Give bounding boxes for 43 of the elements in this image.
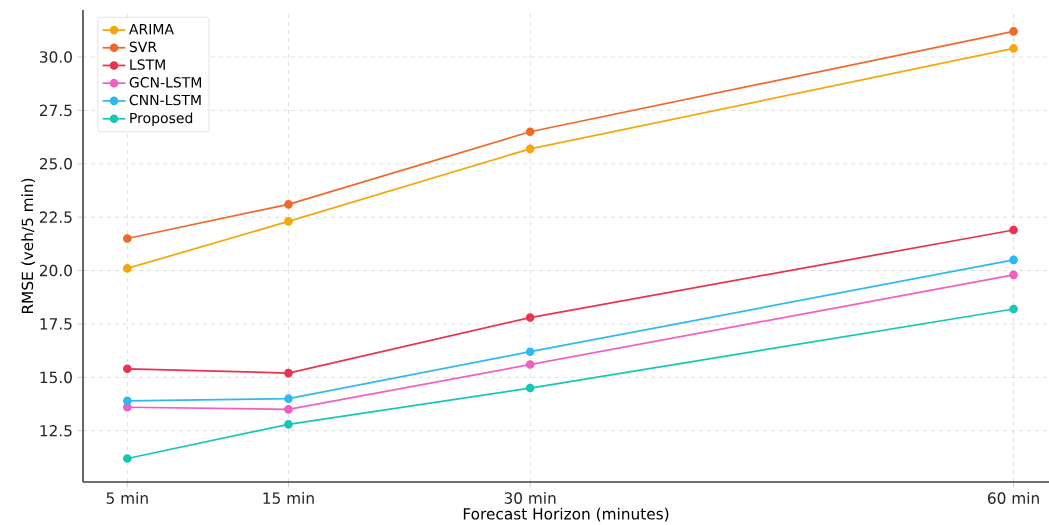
y-tick-label: 17.5	[40, 318, 72, 330]
y-tick-label: 30.0	[39, 51, 72, 63]
point	[525, 347, 535, 357]
y-tick-label: 12.5	[40, 424, 72, 437]
point	[122, 364, 132, 374]
legend-label: SVR	[129, 41, 157, 53]
point	[122, 234, 132, 243]
point	[1009, 270, 1018, 280]
legend-label: Proposed	[130, 112, 193, 126]
y-tick-label: 22.5	[39, 211, 72, 223]
y-tick-label: 27.5	[39, 104, 72, 117]
point	[284, 405, 293, 414]
point	[1009, 255, 1018, 265]
point	[284, 217, 293, 226]
x-tick-label: 5 min	[106, 492, 148, 504]
x-tick-label: 15 min	[263, 492, 314, 504]
legend-label: CNN-LSTM	[129, 94, 201, 106]
point	[525, 383, 535, 393]
y-tick-label: 15.0	[40, 371, 72, 384]
point	[284, 368, 293, 378]
point	[525, 127, 535, 137]
y-tick-label: 20.0	[39, 264, 72, 277]
point	[284, 394, 293, 404]
point	[284, 420, 293, 429]
legend-label: GCN-LSTM	[129, 77, 202, 88]
y-axis-title: RMSE (veh/5 min)	[21, 178, 35, 314]
point	[122, 454, 132, 463]
point	[284, 200, 293, 209]
x-tick-label: 60 min	[987, 492, 1039, 504]
x-tick-label: 30 min	[504, 492, 556, 504]
point	[525, 144, 535, 154]
point	[122, 396, 132, 406]
legend-label: LSTM	[130, 59, 165, 70]
point	[1009, 44, 1018, 53]
point	[1009, 225, 1018, 235]
y-tick-label: 25.0	[39, 157, 72, 170]
point	[1009, 27, 1018, 36]
point	[122, 264, 132, 273]
point	[525, 313, 535, 322]
x-axis-title: Forecast Horizon (minutes)	[463, 507, 669, 522]
point	[525, 360, 535, 369]
point	[1009, 304, 1018, 314]
legend-label: ARIMA	[129, 24, 174, 35]
